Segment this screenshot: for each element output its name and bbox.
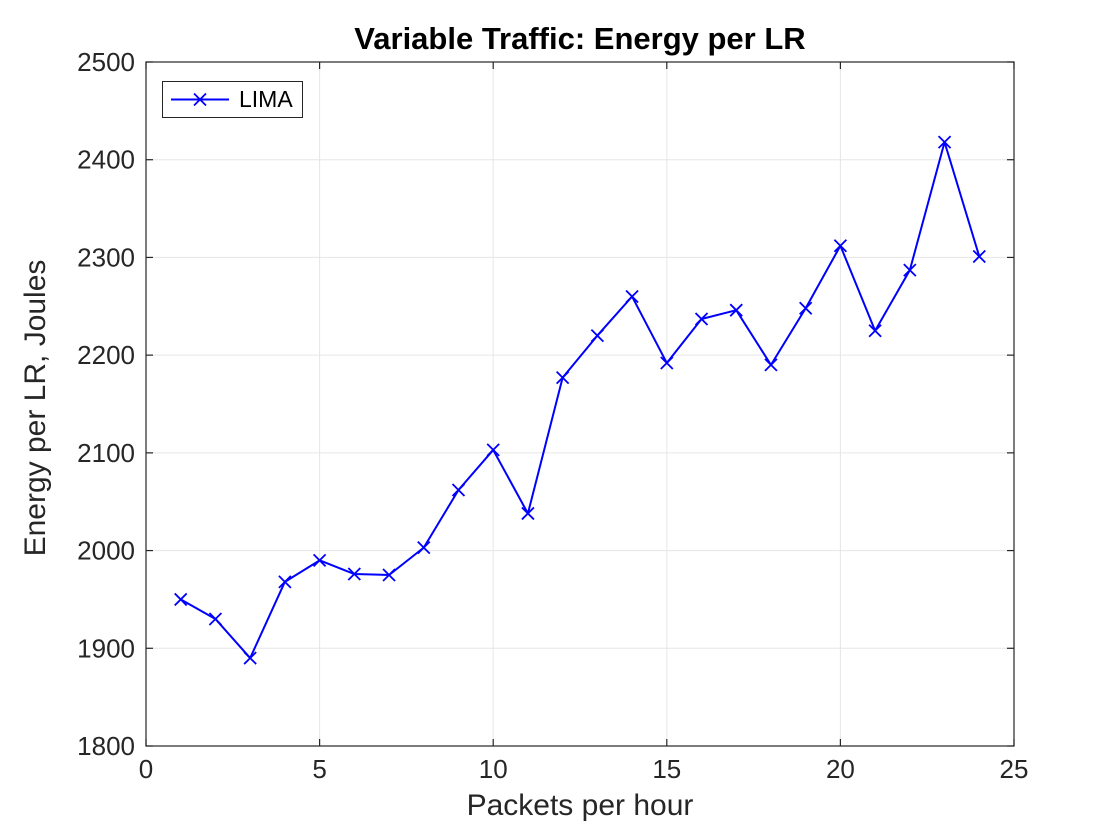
y-tick-label: 2000 bbox=[77, 536, 135, 566]
y-tick-labels: 1800 1900 2000 2100 2200 2300 2400 2500 bbox=[77, 47, 135, 761]
legend-line-sample bbox=[171, 92, 229, 107]
legend-box: LIMA bbox=[162, 81, 303, 118]
x-tick-label: 5 bbox=[312, 754, 326, 784]
y-tick-label: 2100 bbox=[77, 438, 135, 468]
axis-box bbox=[145, 61, 1015, 747]
y-tick-label: 1900 bbox=[77, 633, 135, 663]
x-tick-label: 0 bbox=[139, 754, 153, 784]
data-series-lima bbox=[174, 135, 986, 665]
axis-ticks bbox=[145, 61, 1015, 747]
x-axis-label: Packets per hour bbox=[466, 789, 694, 822]
x-tick-label: 10 bbox=[479, 754, 508, 784]
y-tick-label: 2300 bbox=[77, 242, 135, 272]
x-tick-label: 20 bbox=[826, 754, 855, 784]
x-tick-labels: 0 5 10 15 20 25 bbox=[139, 754, 1029, 784]
y-tick-label: 2500 bbox=[77, 47, 135, 77]
x-tick-label: 15 bbox=[652, 754, 681, 784]
chart-title: Variable Traffic: Energy per LR bbox=[354, 21, 806, 56]
y-tick-label: 2200 bbox=[77, 340, 135, 370]
y-tick-label: 2400 bbox=[77, 145, 135, 175]
gridlines bbox=[146, 62, 1014, 746]
x-tick-label: 25 bbox=[1000, 754, 1029, 784]
y-tick-label: 1800 bbox=[77, 731, 135, 761]
legend-label: LIMA bbox=[239, 86, 293, 112]
